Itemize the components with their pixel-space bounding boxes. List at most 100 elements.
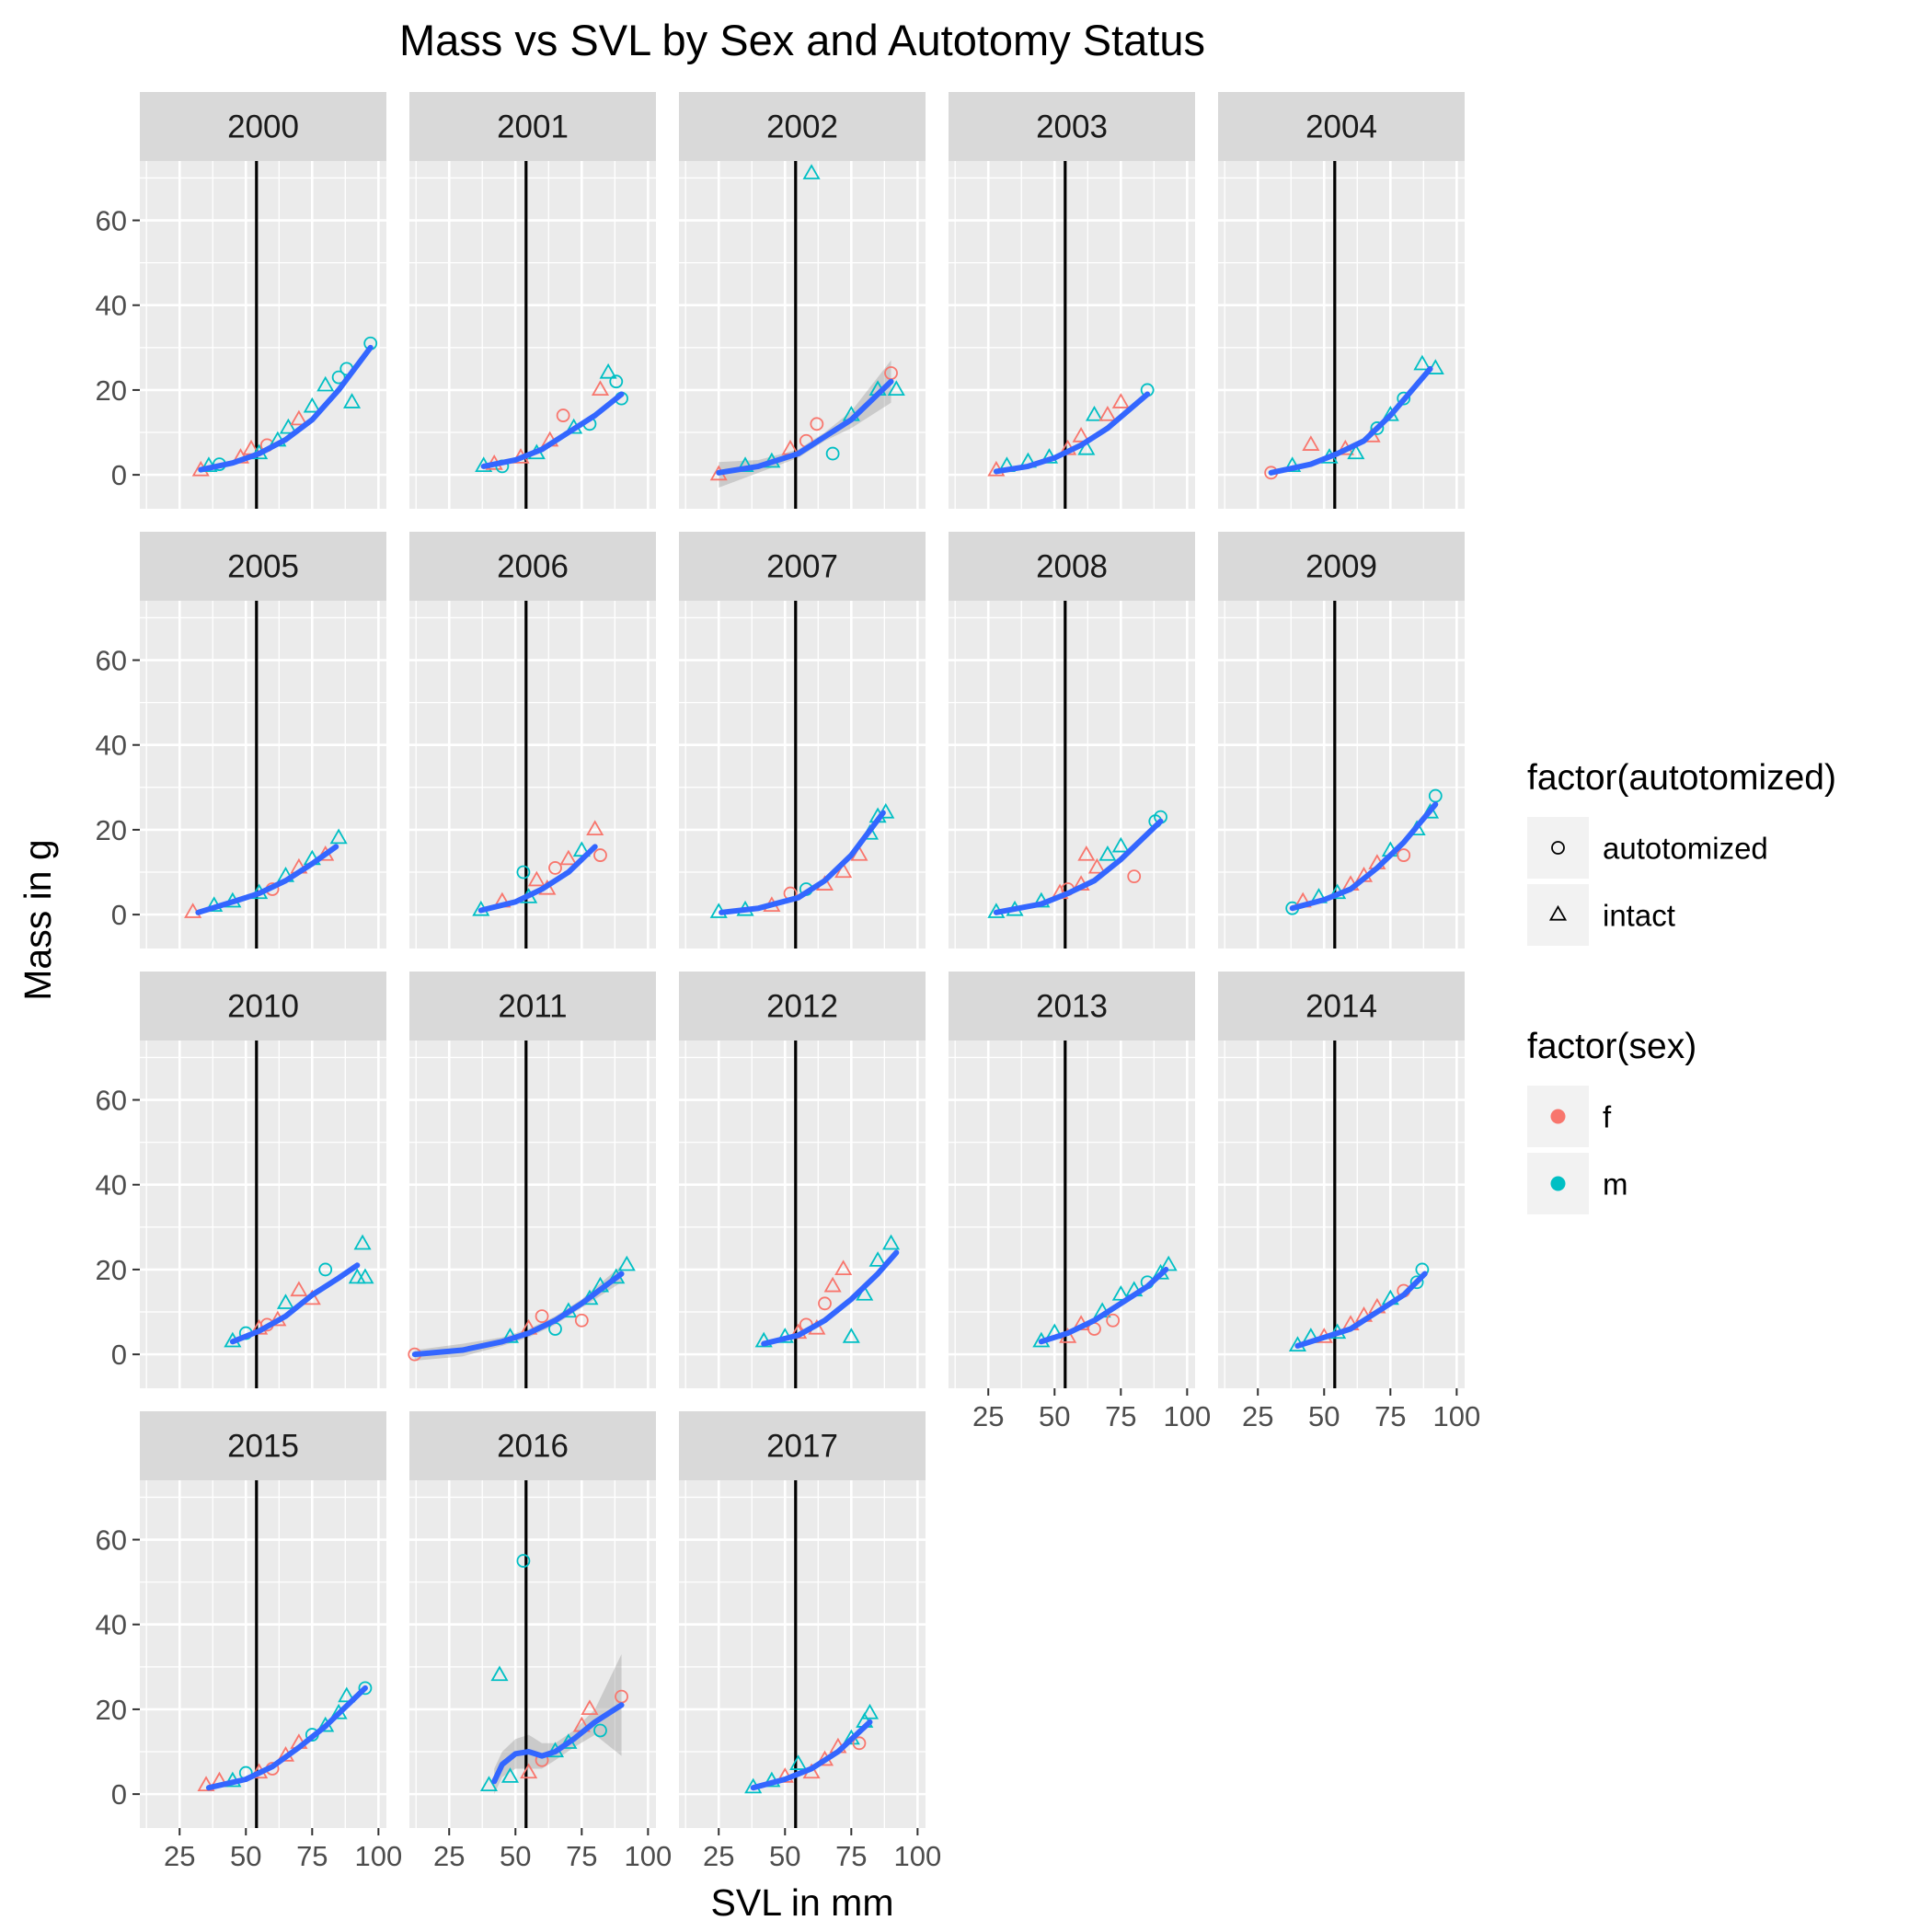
data-point-triangle: [290, 1281, 308, 1297]
x-tick-label: 50: [1308, 1400, 1340, 1432]
smooth-trend-line: [716, 378, 894, 476]
smooth-confidence-ribbon: [719, 360, 891, 488]
data-point-circle: [810, 417, 824, 431]
data-point-triangle: [881, 1234, 901, 1250]
facet-strip-label: 2009: [1305, 549, 1377, 585]
legend-entry-label: autotomized: [1603, 832, 1768, 866]
facet-strip-label: 2000: [227, 109, 299, 145]
facet-strip: [409, 532, 656, 601]
data-point-triangle: [789, 1754, 808, 1770]
x-tick-label: 50: [500, 1840, 531, 1872]
panel-background: [409, 1480, 656, 1828]
facet-strip: [1218, 532, 1465, 601]
facet-strip: [679, 532, 926, 601]
data-point-circle: [358, 1681, 373, 1696]
facet-panel-2015: 2015 0 20 40 60 25 50 75 100: [96, 1411, 402, 1872]
smooth-trend-line: [1289, 801, 1439, 912]
data-point-circle: [818, 1296, 832, 1311]
smooth-trend-line: [1268, 365, 1433, 476]
facet-panel-2001: 2001: [409, 92, 656, 509]
facet-strip: [140, 1411, 386, 1480]
y-tick-label: 60: [96, 205, 127, 237]
data-point-triangle: [1111, 393, 1130, 408]
facet-strip: [949, 972, 1195, 1041]
data-point-circle: [535, 1309, 549, 1324]
data-point-triangle: [887, 380, 905, 397]
facet-strip: [949, 92, 1195, 161]
facet-strip: [140, 972, 386, 1041]
chart-title: Mass vs SVL by Sex and Autotomy Status: [399, 16, 1205, 64]
x-tick-label: 25: [972, 1400, 1004, 1432]
facet-panel-2010: 2010 0 20 40 60: [96, 972, 386, 1388]
smooth-trend-line: [205, 1685, 368, 1791]
data-point-circle: [331, 370, 346, 385]
x-tick-label: 100: [1432, 1400, 1480, 1432]
data-point-triangle: [279, 418, 297, 434]
facet-strip-label: 2004: [1305, 109, 1377, 145]
data-point-triangle: [1098, 405, 1117, 421]
y-tick-label: 40: [96, 1169, 127, 1202]
x-tick-label: 50: [1039, 1400, 1070, 1432]
legend-key-dot: [1550, 1176, 1566, 1191]
data-point-triangle: [1111, 1284, 1130, 1301]
legend-title: factor(sex): [1527, 1027, 1696, 1066]
facet-strip-label: 2011: [498, 989, 567, 1025]
data-point-triangle: [290, 409, 308, 426]
facet-panel-2008: 2008: [949, 532, 1195, 949]
data-point-circle: [574, 1313, 589, 1328]
data-point-triangle: [1111, 836, 1130, 853]
data-point-triangle: [868, 1251, 887, 1267]
smooth-trend-line: [480, 391, 625, 469]
facet-strip: [679, 972, 926, 1041]
panel-background: [140, 1041, 386, 1388]
facet-strip: [1218, 92, 1465, 161]
data-point-triangle: [1072, 427, 1090, 443]
legend-color: factor(sex) fm: [1527, 1027, 1696, 1214]
smooth-trend-line: [411, 1271, 625, 1358]
data-point-triangle: [520, 1763, 538, 1779]
x-tick-label: 75: [566, 1840, 597, 1872]
facet-panel-2006: 2006: [409, 532, 656, 949]
smooth-trend-line: [198, 344, 374, 473]
panel-background: [140, 601, 386, 949]
y-tick-label: 40: [96, 730, 127, 762]
data-point-triangle: [586, 820, 604, 836]
data-point-triangle: [303, 397, 321, 413]
data-point-triangle: [559, 849, 578, 866]
facet-strip-label: 2014: [1305, 989, 1377, 1025]
smooth-trend-line: [993, 818, 1164, 915]
data-point-triangle: [1098, 845, 1117, 861]
y-tick-label: 40: [96, 290, 127, 322]
y-tick-label: 0: [111, 899, 127, 931]
facet-strip: [409, 972, 656, 1041]
x-tick-label: 75: [835, 1840, 867, 1872]
x-tick-label: 25: [703, 1840, 734, 1872]
smooth-trend-line: [750, 1719, 873, 1791]
data-point-triangle: [500, 1767, 520, 1783]
facet-panel-2000: 2000 0 20 40 60: [96, 92, 386, 509]
data-point-triangle: [356, 1268, 374, 1284]
data-point-circle: [548, 861, 562, 875]
facet-strip-label: 2008: [1036, 549, 1108, 585]
data-point-circle: [1397, 391, 1411, 406]
facet-strip-label: 2010: [227, 989, 299, 1025]
facet-panel-2003: 2003: [949, 92, 1195, 509]
facet-strip-label: 2006: [497, 549, 569, 585]
facet-panel-2011: 2011: [408, 972, 656, 1388]
data-point-triangle: [490, 1665, 509, 1682]
facet-panel-2013: 2013 25 50 75 100: [949, 972, 1211, 1432]
data-point-triangle: [1413, 354, 1432, 371]
facet-strip: [140, 92, 386, 161]
facet-strip-label: 2007: [766, 549, 838, 585]
facet-strip-label: 2002: [766, 109, 838, 145]
x-tick-label: 75: [1105, 1400, 1136, 1432]
legend-key-dot: [1550, 1109, 1566, 1124]
y-tick-label: 40: [96, 1609, 127, 1641]
legend-entry-label: f: [1603, 1100, 1612, 1134]
data-point-triangle: [1085, 405, 1104, 421]
data-point-triangle: [834, 862, 853, 879]
smooth-trend-line: [491, 1702, 625, 1785]
facet-strip-label: 2016: [497, 1429, 569, 1465]
